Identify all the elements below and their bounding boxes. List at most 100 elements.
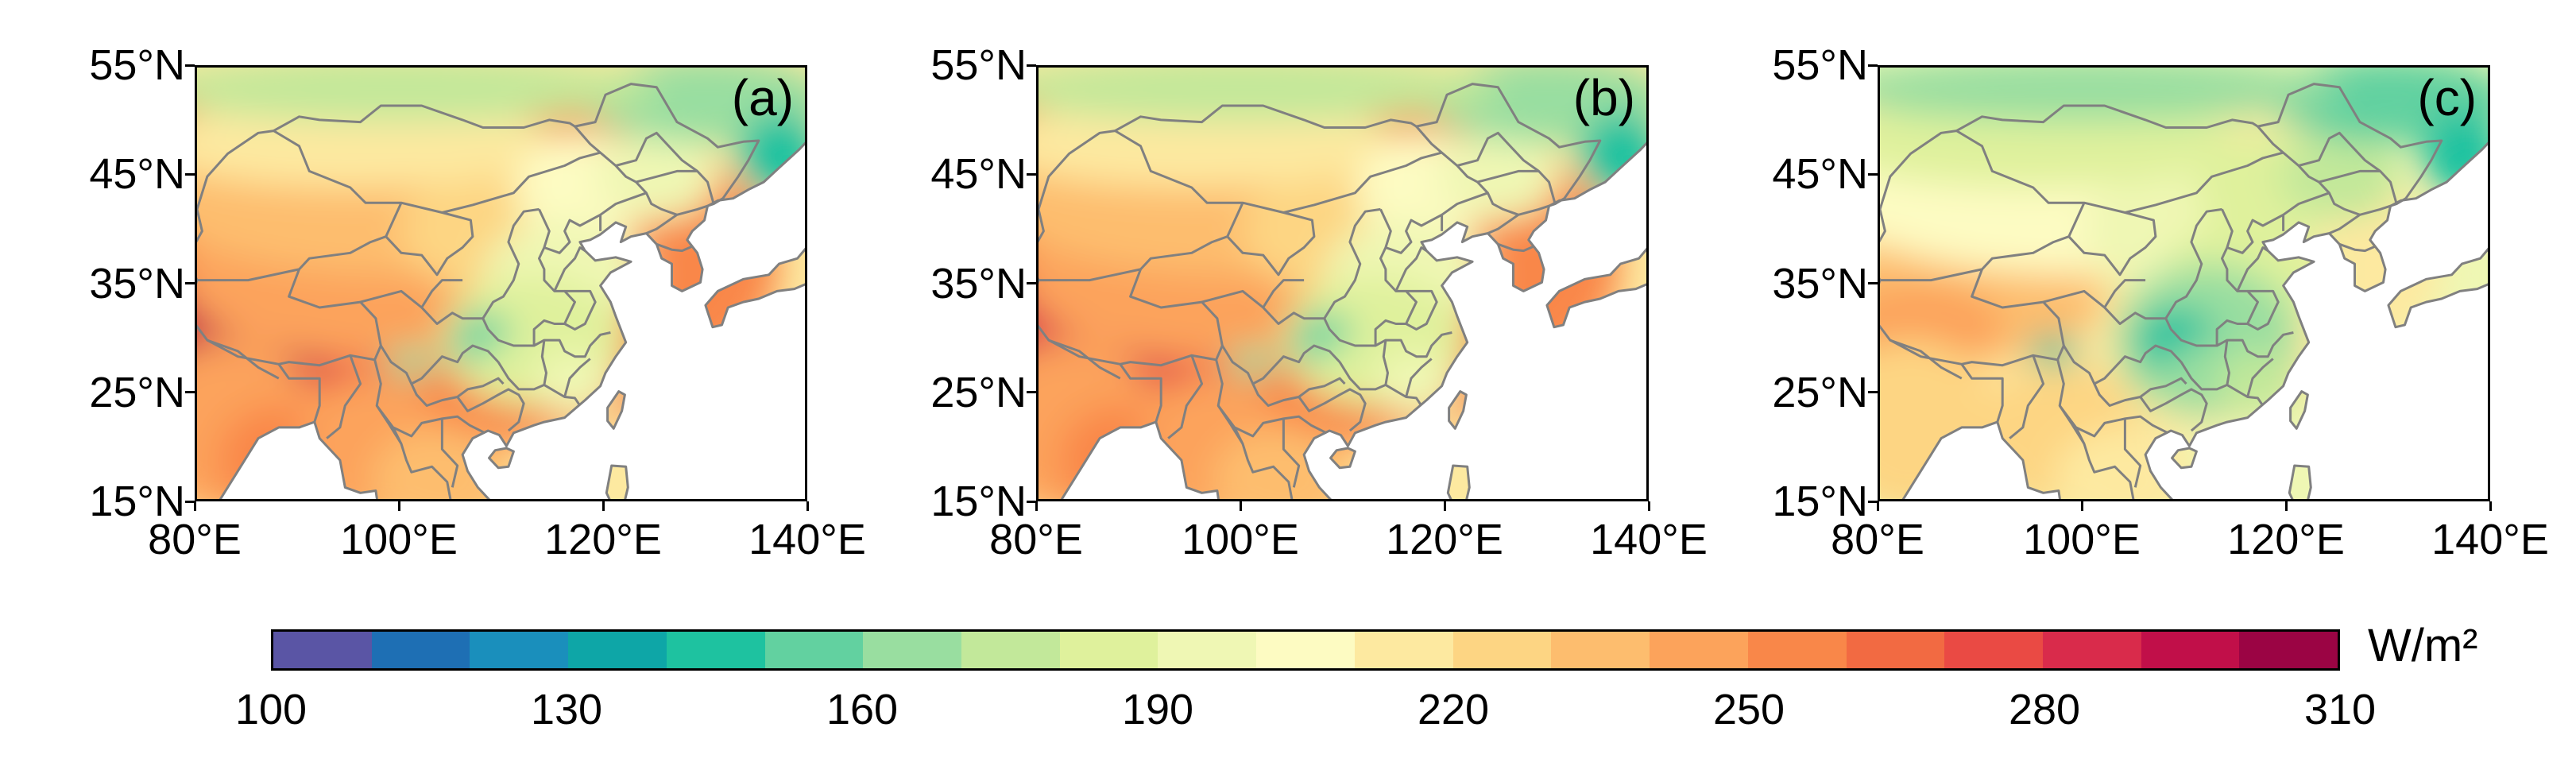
boundary-line	[563, 358, 591, 397]
boundary-line	[2338, 242, 2376, 253]
boundary-line	[563, 289, 597, 331]
radiation-patch	[385, 347, 437, 377]
boundary-line	[197, 83, 760, 234]
lat-tick-mark	[1868, 282, 1878, 284]
coastline	[606, 390, 626, 430]
map-frame: (c)	[1878, 65, 2490, 501]
boundary-line	[1374, 208, 1418, 346]
boundary-line	[207, 339, 280, 380]
boundary-line	[2319, 169, 2381, 184]
boundary-line	[1394, 246, 1428, 292]
colorbar-segment	[2042, 632, 2141, 668]
boundary-line	[1405, 358, 1433, 397]
colorbar-tick-label: 250	[1712, 686, 1785, 733]
colorbar-tick-label: 130	[530, 686, 603, 733]
boundary-line	[2063, 344, 2183, 385]
lon-tick-mark	[193, 501, 196, 511]
radiation-patch	[2217, 350, 2299, 417]
boundary-line	[2298, 131, 2398, 205]
panel-label: (b)	[1572, 69, 1635, 126]
lat-tick-mark	[1027, 282, 1036, 284]
lat-tick-mark	[1027, 172, 1036, 176]
boundary-line	[1323, 318, 1452, 358]
colorbar-segment	[1158, 632, 1257, 668]
lat-tick-label: 45°N	[89, 150, 185, 199]
colorbar-segment	[1059, 632, 1158, 668]
lon-tick-label: 140°E	[748, 516, 866, 563]
lat-tick-label: 55°N	[930, 41, 1027, 89]
boundary-line	[2043, 279, 2146, 309]
boundary-line	[2246, 289, 2280, 331]
lon-tick-mark	[1647, 501, 1650, 511]
lon-tick-mark	[397, 501, 400, 511]
boundary-line	[1282, 418, 1301, 488]
radiation-patch	[1880, 68, 2340, 122]
colorbar-segment	[2239, 632, 2338, 668]
radiation-field	[1039, 68, 1646, 499]
lat-tick-label: 25°N	[89, 368, 185, 416]
colorbar-tick-label: 310	[2303, 686, 2377, 733]
map-frame: (a)	[195, 65, 807, 501]
colorbar-tick-label: 280	[2008, 686, 2081, 733]
radiation-patch	[1880, 100, 2238, 188]
lon-tick-mark	[806, 501, 809, 511]
lat-tick-label: 35°N	[1772, 259, 1868, 308]
colorbar-segment	[1354, 632, 1453, 668]
boundary-line	[1382, 339, 1389, 385]
boundary-line	[656, 242, 693, 253]
boundary-line	[1119, 363, 1162, 423]
colorbar-segment	[1256, 632, 1355, 668]
colorbar-segment	[1650, 632, 1748, 668]
coastline	[1446, 464, 1471, 499]
shortwave-radiation-map	[197, 68, 805, 499]
boundary-line	[380, 344, 500, 385]
boundary-line	[375, 404, 403, 445]
boundary-line	[1441, 151, 1489, 194]
boundary-line	[2180, 361, 2265, 407]
radiation-patch	[534, 350, 616, 417]
coastline	[2387, 247, 2488, 329]
lat-tick-label: 45°N	[1772, 150, 1868, 199]
lon-tick-mark	[2080, 501, 2083, 511]
boundary-line	[1226, 211, 1316, 277]
shortwave-radiation-map	[1880, 68, 2488, 499]
lon-tick-label: 100°E	[2023, 516, 2141, 563]
lat-tick-label: 15°N	[89, 478, 185, 525]
boundary-line	[1048, 339, 1121, 380]
boundaries	[1880, 83, 2488, 499]
boundary-line	[1233, 427, 1294, 499]
lat-tick-mark	[1868, 64, 1878, 67]
boundary-line	[1477, 169, 1539, 184]
boundary-line	[277, 363, 321, 423]
lon-tick-label: 100°E	[1182, 516, 1299, 563]
lon-tick-mark	[1876, 501, 1879, 511]
colorbar-segment	[2141, 632, 2240, 668]
boundary-line	[2215, 208, 2259, 346]
boundary-line	[2067, 211, 2157, 277]
lat-tick-mark	[185, 500, 195, 503]
lat-tick-mark	[1868, 500, 1878, 503]
lon-tick-label: 140°E	[2431, 516, 2549, 563]
boundary-line	[1880, 83, 2443, 234]
radiation-patch	[197, 68, 657, 122]
lon-tick-label: 120°E	[544, 516, 662, 563]
boundary-line	[456, 388, 525, 432]
boundary-line	[420, 207, 540, 325]
colorbar-segment	[1846, 632, 1945, 668]
boundary-line	[1114, 104, 1418, 132]
coastline	[2288, 464, 2312, 499]
coastline	[2171, 447, 2198, 470]
boundary-line	[1251, 377, 1346, 407]
lat-tick-mark	[185, 64, 195, 67]
radiation-field	[197, 68, 805, 499]
boundary-line	[360, 279, 463, 309]
colorbar-segment	[470, 632, 569, 668]
lon-tick-label: 120°E	[1386, 516, 1503, 563]
boundary-line	[636, 169, 698, 184]
boundary-line	[1880, 202, 2086, 282]
map-panel-c: (c) 55°N 45°N 35°N 25°N 15°N 80°E 100°E 120°E 140…	[1772, 44, 2549, 561]
coastline	[1545, 247, 1646, 329]
colorbar-tick-label: 220	[1417, 686, 1490, 733]
boundary-line	[599, 151, 648, 194]
boundary-line	[2075, 427, 2135, 499]
